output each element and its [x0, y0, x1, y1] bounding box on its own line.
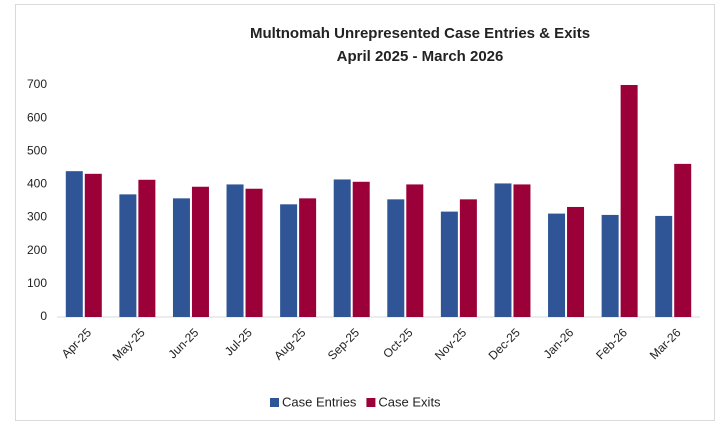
- y-tick-label: 200: [27, 243, 47, 257]
- bar: [601, 214, 619, 317]
- y-tick-label: 600: [27, 110, 47, 124]
- bar: [172, 198, 190, 317]
- bar: [84, 173, 102, 317]
- y-tick-label: 100: [27, 276, 47, 290]
- bar: [459, 199, 477, 317]
- legend-label: Case Exits: [378, 394, 441, 409]
- y-tick-label: 400: [27, 177, 47, 191]
- bar: [352, 181, 370, 317]
- bar: [620, 85, 638, 317]
- bar: [513, 184, 531, 317]
- legend-swatch: [366, 398, 376, 407]
- y-tick-label: 500: [27, 143, 47, 157]
- chart-subtitle: April 2025 - March 2026: [337, 48, 504, 65]
- y-tick-label: 300: [27, 210, 47, 224]
- legend-label: Case Entries: [282, 394, 357, 409]
- bar: [299, 198, 317, 317]
- bar: [548, 213, 566, 317]
- bar: [406, 184, 424, 317]
- bar: [119, 194, 137, 317]
- legend-swatch: [270, 398, 279, 407]
- bar: [333, 179, 351, 317]
- bar: [494, 183, 512, 317]
- bar: [567, 206, 585, 317]
- bar: [226, 184, 244, 317]
- bar: [655, 215, 673, 317]
- bar: [245, 188, 263, 317]
- bar: [138, 179, 156, 317]
- y-tick-label: 700: [27, 77, 47, 91]
- bar: [387, 199, 405, 317]
- bar: [440, 211, 458, 317]
- bar: [65, 171, 83, 317]
- bar: [674, 163, 692, 317]
- bar: [191, 186, 209, 317]
- bar: [280, 204, 298, 317]
- chart-title: Multnomah Unrepresented Case Entries & E…: [250, 25, 590, 42]
- y-tick-label: 0: [40, 309, 47, 323]
